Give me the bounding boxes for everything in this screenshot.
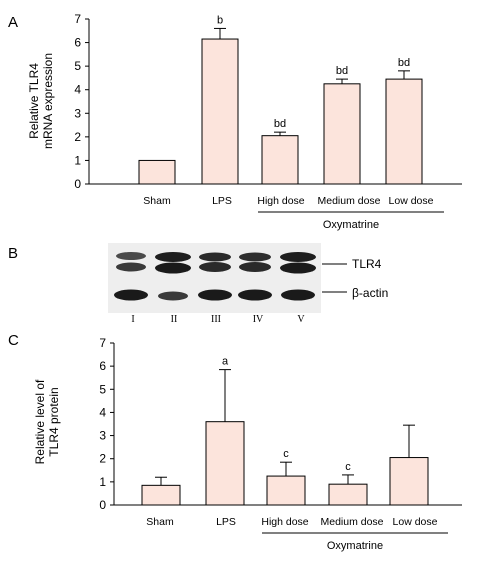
panel-a-ytick-label: 4 <box>74 83 81 97</box>
panel-c-ylabel-line1: Relative level of <box>33 379 47 464</box>
tlr4-band-lane5-lower <box>280 262 316 274</box>
panel-c-ytick-label: 1 <box>99 475 106 489</box>
panel-c-bar <box>205 421 245 506</box>
panel-b-letter: B <box>8 245 18 262</box>
panel-c-bar <box>141 484 181 506</box>
panel-a-bar <box>385 78 423 185</box>
panel-a-ytick-label: 7 <box>74 12 81 26</box>
panel-c-category-label: Medium dose <box>320 516 383 528</box>
tlr4-band-lane1-upper <box>116 252 146 260</box>
panel-c-category-label: Low dose <box>393 516 438 528</box>
panel-a-group-label: Oxymatrine <box>323 219 379 231</box>
panel-c-significance-label: a <box>222 356 229 368</box>
panel-c-ytick-label: 2 <box>99 452 106 466</box>
panel-a-ylabel-line1: Relative TLR4 <box>27 63 41 139</box>
panel-a-bar <box>323 83 361 185</box>
panel-a-bar <box>138 159 176 185</box>
panel-c-letter: C <box>8 332 19 349</box>
panel-a-significance-label: b <box>217 14 223 26</box>
panel-c-ytick-label: 6 <box>99 359 106 373</box>
panel-c-ytick-label: 7 <box>99 336 106 350</box>
tlr4-band-lane3-lower <box>199 262 231 272</box>
panel-a-ytick-label: 6 <box>74 36 81 50</box>
panel-a-category-label: LPS <box>212 195 232 207</box>
tlr4-band-lane5-upper <box>280 252 316 262</box>
panel-a-ytick-label: 5 <box>74 59 81 73</box>
panel-c-category-label: LPS <box>216 516 236 528</box>
panel-a-significance-label: bd <box>274 118 286 130</box>
blot-label-beta-actin: β-actin <box>352 286 388 300</box>
tlr4-band-lane1-lower <box>116 262 146 272</box>
blot-lane-label: III <box>211 314 221 325</box>
panel-c-category-label: High dose <box>261 516 308 528</box>
panel-a-category-label: Low dose <box>389 195 434 207</box>
panel-c-ytick-label: 0 <box>99 498 106 512</box>
panel-a-ytick-label: 3 <box>74 106 81 120</box>
panel-a-ytick-label: 0 <box>74 177 81 191</box>
blot-lane-label: II <box>171 314 178 325</box>
actin-band-lane3 <box>198 289 232 301</box>
tlr4-band-lane4-upper <box>239 252 271 262</box>
panel-c-group-label: Oxymatrine <box>327 540 383 552</box>
blot-lane-label: IV <box>253 314 264 325</box>
panel-c-ylabel-line2: TLR4 protein <box>47 387 61 456</box>
panel-a-significance-label: bd <box>398 57 410 69</box>
western-blot-image <box>108 243 321 313</box>
tlr4-band-lane3-upper <box>199 252 231 262</box>
panel-c-ytick-label: 4 <box>99 405 106 419</box>
actin-band-lane5 <box>281 289 315 301</box>
panel-a-significance-label: bd <box>336 65 348 77</box>
actin-band-lane4 <box>238 289 272 301</box>
tlr4-band-lane2-upper <box>155 252 191 262</box>
panel-c-bar <box>389 457 429 506</box>
tlr4-band-lane4-lower <box>239 262 271 272</box>
panel-a-category-label: High dose <box>257 195 304 207</box>
panel-c-category-label: Sham <box>146 516 174 528</box>
panel-a-bar <box>261 135 299 185</box>
blot-lane-label: I <box>131 314 134 325</box>
panel-a-category-label: Sham <box>143 195 171 207</box>
actin-band-lane2 <box>158 291 188 301</box>
panel-c: C Relative level of TLR4 protein 0 1 2 3 4 5 6… <box>8 332 462 552</box>
panel-c-bar <box>266 475 306 506</box>
panel-a: A Relative TLR4 mRNA expression 0 1 2 3 4 5 6 7… <box>8 12 462 231</box>
panel-a-ytick-label: 1 <box>74 153 81 167</box>
panel-c-bar <box>328 483 368 506</box>
panel-c-significance-label: c <box>345 461 351 473</box>
blot-lane-label: V <box>297 314 305 325</box>
panel-c-significance-label: c <box>283 448 289 460</box>
panel-c-ytick-label: 5 <box>99 382 106 396</box>
panel-a-ytick-label: 2 <box>74 130 81 144</box>
actin-band-lane1 <box>114 289 148 301</box>
panel-a-category-label: Medium dose <box>317 195 380 207</box>
tlr4-band-lane2-lower <box>155 262 191 274</box>
panel-c-ytick-label: 3 <box>99 429 106 443</box>
blot-label-tlr4: TLR4 <box>352 257 382 271</box>
panel-a-letter: A <box>8 14 18 31</box>
panel-a-bar <box>201 38 239 185</box>
panel-b: B TLR4 β-actin I II III IV V <box>8 243 388 325</box>
panel-a-ylabel-line2: mRNA expression <box>41 53 55 149</box>
